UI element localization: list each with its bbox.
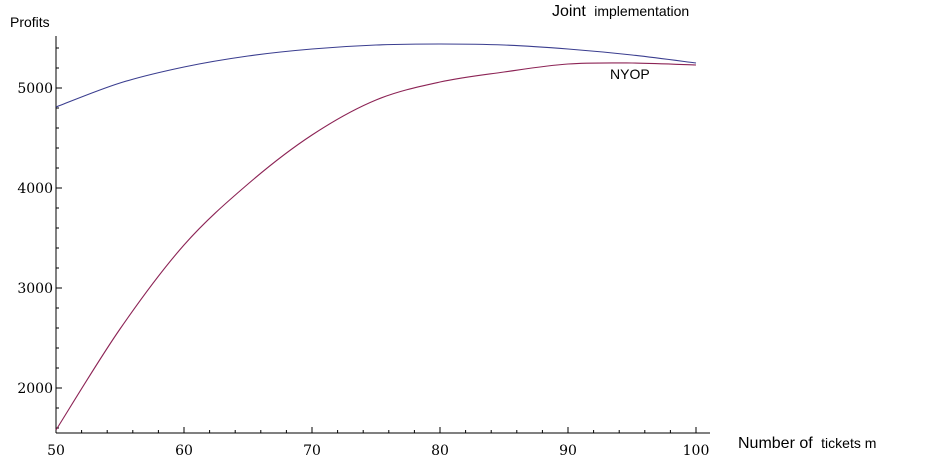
series-label-joint-main: Joint: [552, 3, 586, 20]
y-tick-label: 3000: [17, 281, 53, 297]
series-group: [55, 43, 697, 431]
x-tick-label: 90: [559, 443, 577, 459]
x-tick-label: 80: [431, 443, 449, 459]
series-label-joint: Joint implementation: [552, 3, 689, 20]
series-line-nyop: [55, 62, 697, 431]
x-tick-label: 100: [683, 443, 710, 459]
x-tick-label: 60: [175, 443, 193, 459]
series-line-joint-implementation: [55, 43, 697, 108]
y-tick-label: 5000: [17, 81, 53, 97]
x-axis-title-main: Number of: [738, 435, 813, 452]
series-label-joint-small: implementation: [594, 3, 689, 19]
x-axis-title: Number of tickets m: [738, 435, 876, 452]
x-tick-label: 50: [47, 443, 65, 459]
y-tick-label: 2000: [17, 381, 53, 397]
x-axis-title-small: tickets m: [821, 435, 876, 451]
y-tick-label: 4000: [17, 181, 53, 197]
y-axis-title: Profits: [10, 14, 50, 30]
series-label-nyop: NYOP: [610, 66, 650, 82]
x-tick-label: 70: [303, 443, 321, 459]
axes: 50 60 70 80 90 100 2000 3000 4000 5000: [17, 36, 710, 459]
